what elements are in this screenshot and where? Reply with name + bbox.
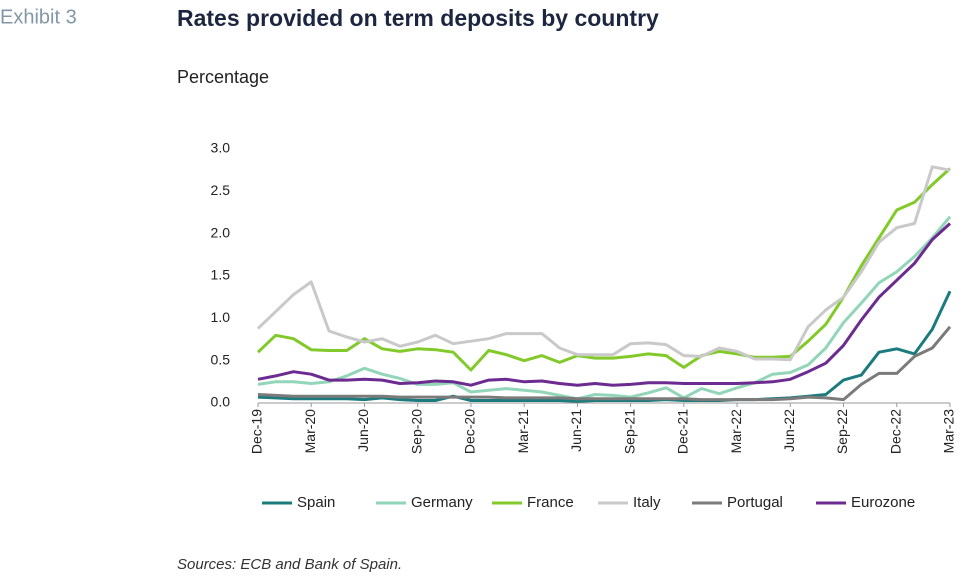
y-tick-label: 1.5 <box>211 267 231 283</box>
sources: Sources: ECB and Bank of Spain. <box>177 556 402 573</box>
series-line <box>257 215 952 401</box>
exhibit-label: Exhibit 3 <box>0 6 77 28</box>
y-tick-label: 1.0 <box>211 309 231 325</box>
x-tick-label: Dec-22 <box>887 409 903 454</box>
series-line <box>257 222 952 387</box>
y-tick-label: 2.0 <box>211 224 231 240</box>
legend-label: Spain <box>297 494 335 511</box>
legend-label: France <box>527 494 574 511</box>
series-line <box>257 290 952 403</box>
x-tick-label: Sep-22 <box>834 409 850 454</box>
x-tick-label: Jun-21 <box>568 409 584 452</box>
y-tick-label: 0.5 <box>211 351 231 367</box>
series-line <box>257 325 952 402</box>
x-tick-label: Dec-21 <box>675 409 691 454</box>
x-tick-label: Mar-22 <box>728 409 744 454</box>
x-tick-label: Mar-21 <box>515 409 531 454</box>
y-tick-label: 2.5 <box>211 182 231 198</box>
y-tick-label: 3.0 <box>211 140 231 156</box>
x-tick-label: Jun-20 <box>355 409 371 452</box>
x-tick-label: Sep-20 <box>408 409 424 454</box>
x-tick-label: Mar-23 <box>941 409 957 454</box>
chart-title: Rates provided on term deposits by count… <box>177 5 659 31</box>
legend-label: Italy <box>633 494 661 511</box>
series-line <box>256 167 952 372</box>
x-tick-label: Sep-21 <box>621 409 637 454</box>
legend-label: Eurozone <box>851 494 915 511</box>
legend-label: Portugal <box>727 494 783 511</box>
legend-label: Germany <box>411 494 473 511</box>
x-tick-label: Dec-20 <box>462 409 478 454</box>
x-tick-label: Mar-20 <box>302 409 318 454</box>
series-line <box>256 165 951 362</box>
y-tick-label: 0.0 <box>211 394 231 410</box>
x-tick-label: Jun-22 <box>781 409 797 452</box>
x-tick-label: Dec-19 <box>249 409 265 454</box>
chart-subtitle: Percentage <box>177 67 269 87</box>
